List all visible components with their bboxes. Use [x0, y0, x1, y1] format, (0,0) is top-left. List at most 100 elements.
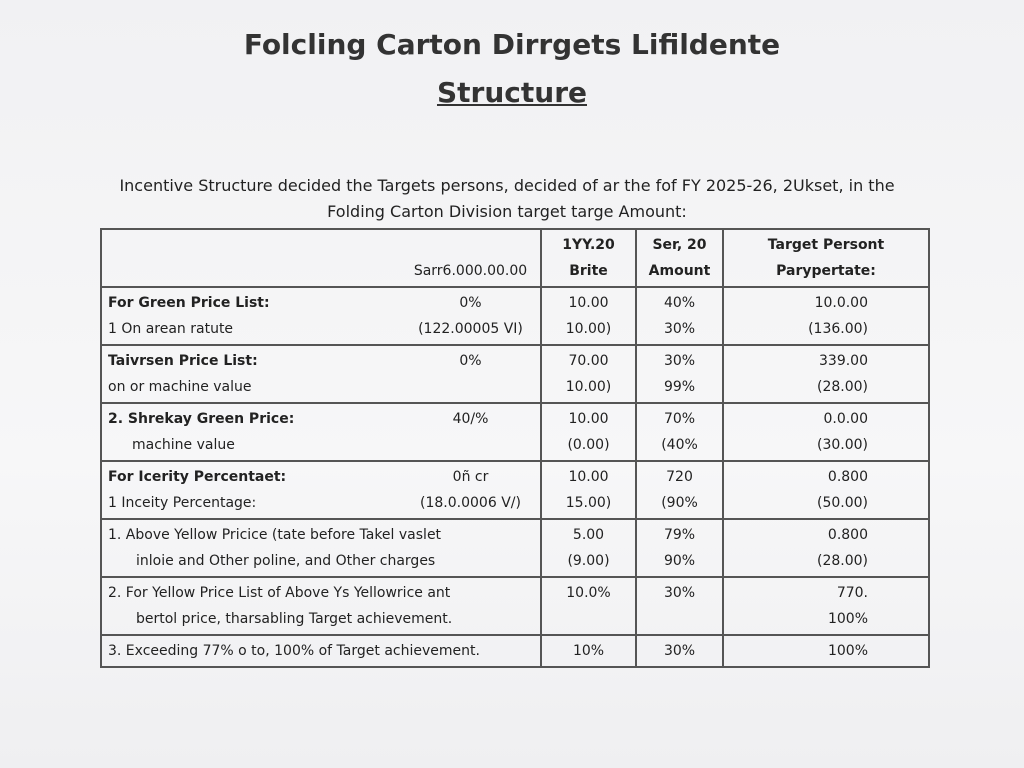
cell-text: (136.00)	[808, 321, 868, 337]
cell-text: (9.00)	[567, 553, 610, 569]
header-text	[108, 232, 395, 258]
table-cell: 0.0.00 (30.00)	[722, 402, 930, 462]
header-text: Parypertate:	[776, 263, 876, 279]
table-cell: 720 (90%	[635, 460, 724, 520]
header-text: 1YY.20	[562, 237, 615, 253]
header-cell: 1YY.20 Brite	[540, 228, 637, 288]
table-cell: 10.0.00 (136.00)	[722, 286, 930, 346]
cell-text: 10%	[572, 643, 605, 659]
cell-text: For Green Price List:	[108, 295, 270, 311]
header-cell: Ser, 20 Amount	[635, 228, 724, 288]
cell-text	[407, 374, 534, 400]
cell-text: bertol price, tharsabling Target achieve…	[136, 611, 453, 627]
cell-text: 10.0.00	[814, 295, 868, 311]
header-cell: Sarr6.000.00.00	[401, 228, 542, 288]
header-text	[108, 258, 395, 284]
cell-text: 79%	[663, 527, 696, 543]
cell-text: (50.00)	[816, 495, 868, 511]
cell-text: 3. Exceeding 77% o to, 100% of Target ac…	[108, 643, 480, 659]
table-cell: 30% 99%	[635, 344, 724, 404]
table-cell	[401, 518, 542, 578]
cell-text: 10.0%	[566, 585, 611, 601]
cell-text: 5.00	[572, 527, 605, 543]
table-row: Taivrsen Price List: on or machine value 0…	[100, 344, 930, 404]
table-row: For Icerity Percentaet: 1 Inceity Percent…	[100, 460, 930, 520]
table-cell: 79% 90%	[635, 518, 724, 578]
cell-text: 100%	[827, 611, 868, 627]
cell-text: 10.00)	[565, 321, 612, 337]
cell-text: 0%	[459, 353, 482, 369]
cell-text: 0.0.00	[823, 411, 868, 427]
cell-text: 2. Shrekay Green Price:	[108, 411, 295, 427]
cell-text: 0.800	[827, 527, 868, 543]
cell-text: 770.	[836, 585, 868, 601]
table-row: 1. Above Yellow Pricice (tate before Tak…	[100, 518, 930, 578]
table-body: Sarr6.000.00.00 1YY.20 Brite Ser, 20 Amount T…	[100, 228, 930, 668]
cell-text: 30%	[663, 321, 696, 337]
header-text: Target Persont	[767, 237, 885, 253]
cell-text: 40%	[663, 295, 696, 311]
table-cell: 0.800 (50.00)	[722, 460, 930, 520]
cell-text: on or machine value	[108, 379, 252, 395]
cell-text: 70.00	[568, 353, 609, 369]
table-cell: 2. Shrekay Green Price: machine value	[100, 402, 401, 462]
table-cell: For Icerity Percentaet: 1 Inceity Percent…	[100, 460, 401, 520]
table-cell: 770. 100%	[722, 576, 930, 636]
cell-text: 100%	[827, 643, 868, 659]
intro-line: Incentive Structure decided the Targets …	[119, 176, 895, 195]
intro-line: Folding Carton Division target targe Amo…	[327, 202, 687, 221]
table-cell: 5.00 (9.00)	[540, 518, 637, 578]
table-cell	[401, 576, 542, 636]
cell-text: (90%	[661, 495, 698, 511]
cell-text: (28.00)	[816, 553, 868, 569]
cell-text: (18.0.0006 V/)	[420, 495, 521, 511]
table-row: 2. Shrekay Green Price: machine value 40/%…	[100, 402, 930, 462]
cell-text: 0ñ cr	[452, 469, 489, 485]
cell-text: For Icerity Percentaet:	[108, 469, 287, 485]
table-cell: For Green Price List: 1 On arean ratute	[100, 286, 401, 346]
table-cell: 10%	[540, 634, 637, 668]
table-cell: Taivrsen Price List: on or machine value	[100, 344, 401, 404]
cell-text: 0%	[459, 295, 482, 311]
table-cell: 339.00 (28.00)	[722, 344, 930, 404]
cell-text: 10.00	[568, 295, 609, 311]
cell-text: (0.00)	[567, 437, 610, 453]
cell-text: 10.00	[568, 469, 609, 485]
table-cell: 2. For Yellow Price List of Above Ys Yel…	[100, 576, 453, 636]
cell-text: 70%	[663, 411, 696, 427]
title: Folcling Carton Dirrgets Lifildente	[243, 28, 781, 61]
table-cell: 1. Above Yellow Pricice (tate before Tak…	[100, 518, 441, 578]
subtitle: Structure	[436, 76, 587, 109]
table-cell: 40/%	[401, 402, 542, 462]
cell-text: (28.00)	[816, 379, 868, 395]
table-cell: 30%	[635, 634, 724, 668]
table-row: 3. Exceeding 77% o to, 100% of Target ac…	[100, 634, 930, 668]
table-cell: 10.00 (0.00)	[540, 402, 637, 462]
table-cell: 100%	[722, 634, 930, 668]
cell-text: 1 Inceity Percentage:	[108, 495, 257, 511]
cell-text: Taivrsen Price List:	[108, 353, 258, 369]
table-cell: 40% 30%	[635, 286, 724, 346]
table-cell: 10.00 15.00)	[540, 460, 637, 520]
cell-text: 40/%	[452, 411, 489, 427]
header-text: Brite	[569, 263, 608, 279]
header-row: Sarr6.000.00.00 1YY.20 Brite Ser, 20 Amount T…	[100, 228, 930, 288]
header-text: Ser, 20	[652, 237, 707, 253]
table-cell: 0ñ cr (18.0.0006 V/)	[401, 460, 542, 520]
cell-text: 10.00	[568, 411, 609, 427]
header-cell	[100, 228, 401, 288]
header-cell: Target Persont Parypertate:	[722, 228, 930, 288]
table-cell: 30%	[635, 576, 724, 636]
cell-text: 1 On arean ratute	[108, 321, 234, 337]
cell-text	[548, 606, 629, 632]
table-cell: 10.00 10.00)	[540, 286, 637, 346]
cell-text: (40%	[661, 437, 698, 453]
table-row: 2. For Yellow Price List of Above Ys Yel…	[100, 576, 930, 636]
cell-text: machine value	[132, 437, 235, 453]
cell-text: 30%	[663, 585, 696, 601]
table-row: For Green Price List: 1 On arean ratute 0%…	[100, 286, 930, 346]
cell-text: 339.00	[819, 353, 868, 369]
cell-text: 30%	[663, 353, 696, 369]
